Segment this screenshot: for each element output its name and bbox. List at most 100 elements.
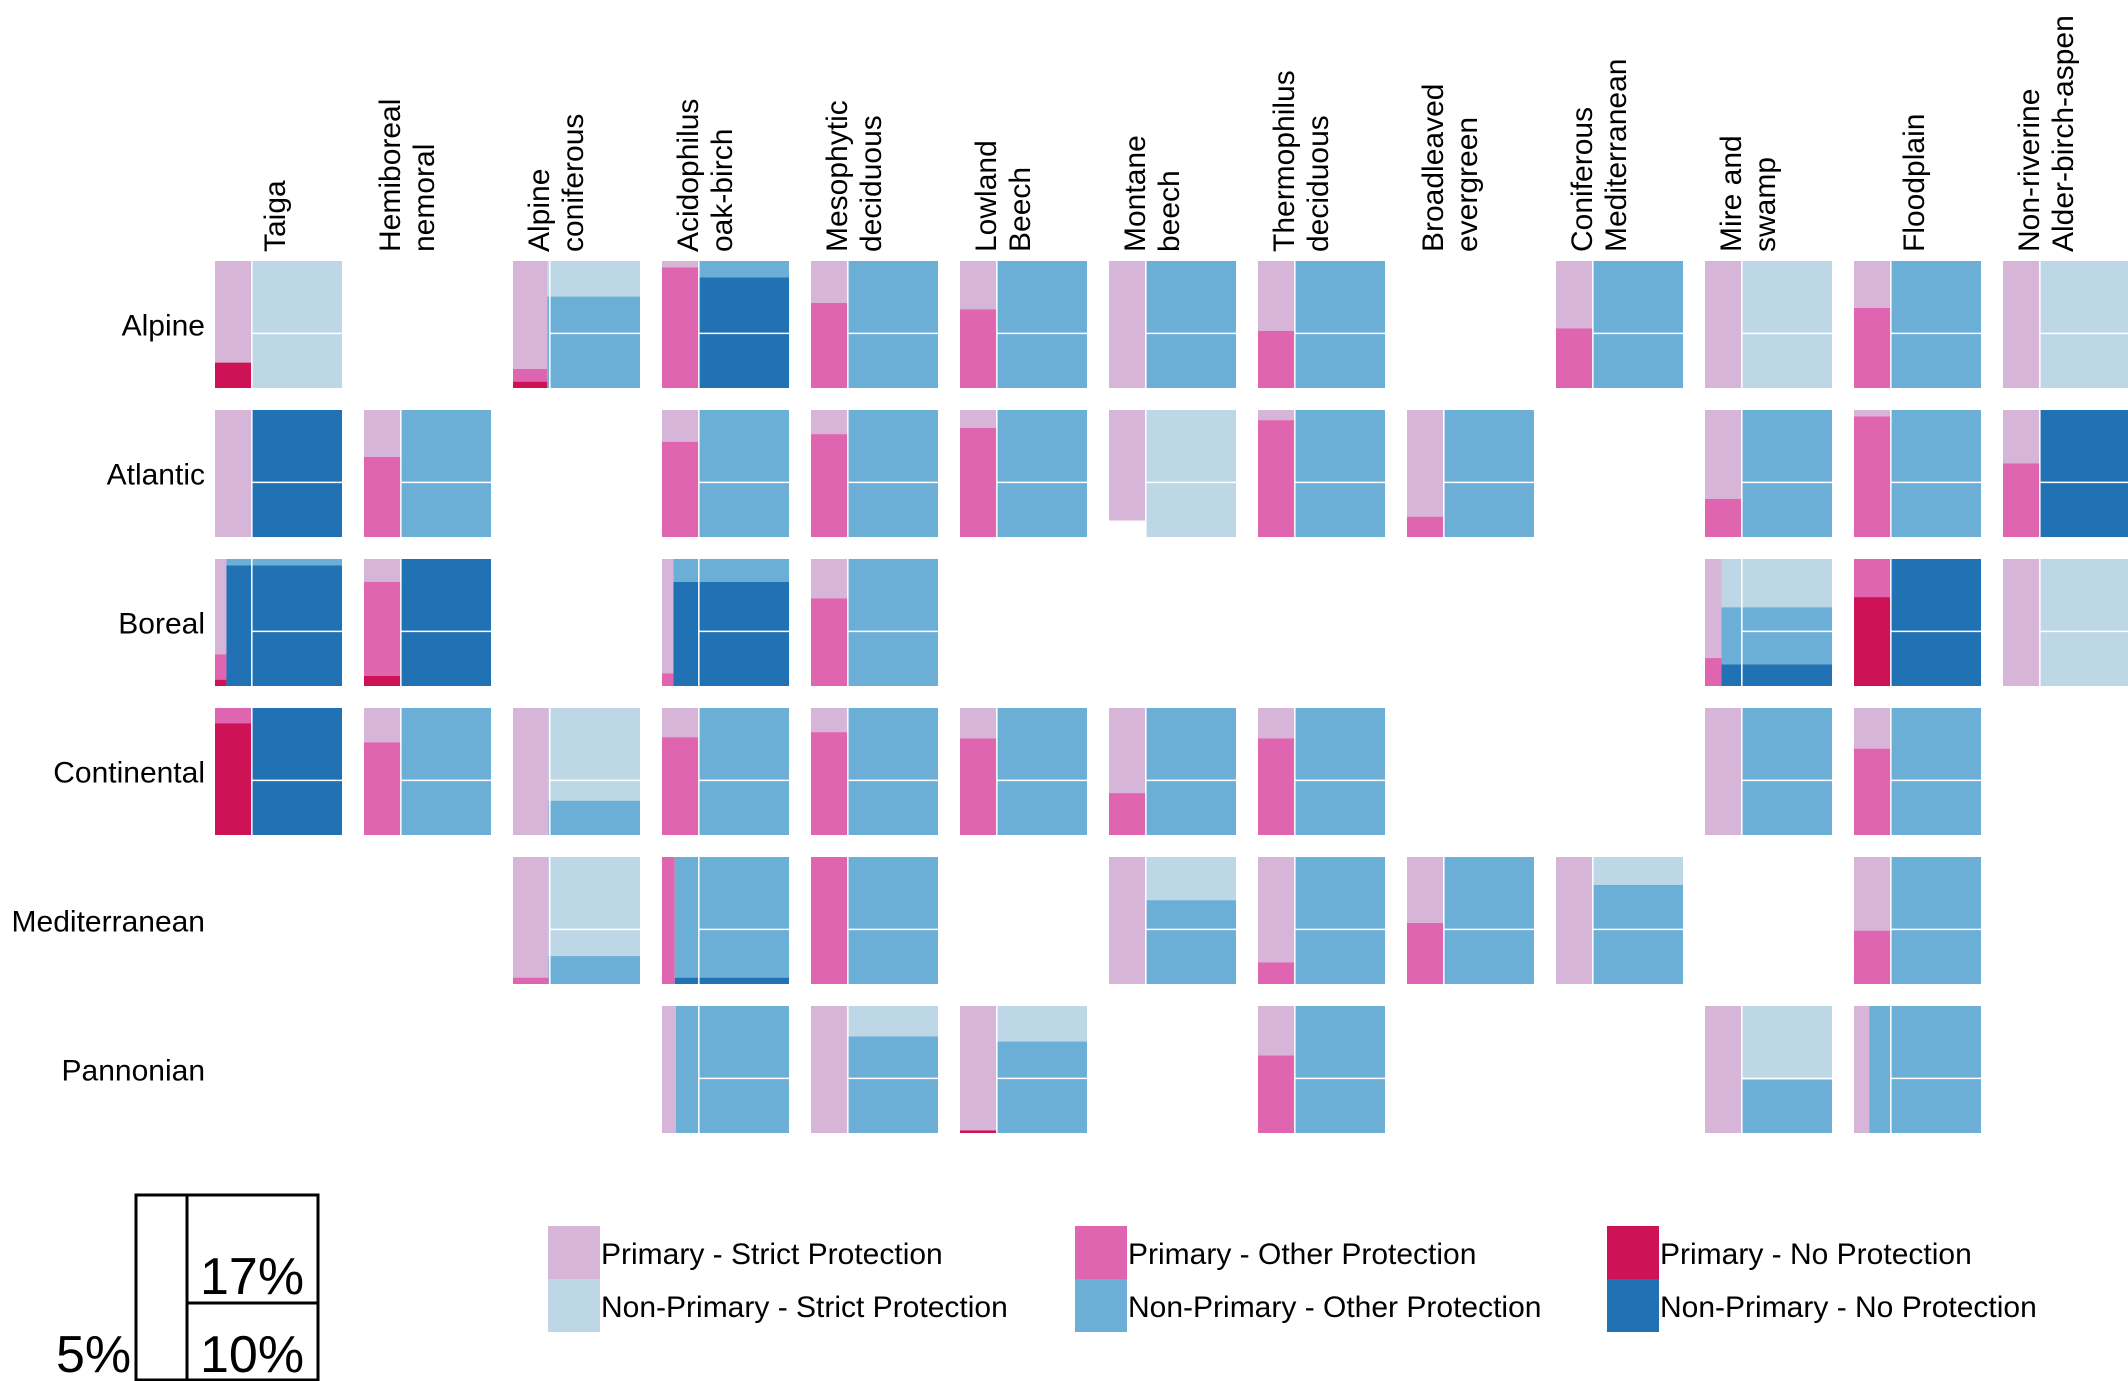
segment-po [811,857,848,984]
cell-pannonian-lowland-beech [960,1006,1087,1133]
cell-atlantic-montane-beech [1109,410,1236,537]
segment-ps [960,708,997,739]
cell-alpine-lowland-beech [960,261,1087,388]
segment-po [960,309,997,388]
segment-ps [1109,261,1146,388]
segment-no [1869,1006,1981,1133]
cell-alpine-mesophytic-deciduous [811,261,938,388]
segment-ns [847,1006,938,1037]
segment-no [400,708,491,835]
segment-no [996,410,1087,537]
legend-label-pn: Primary - No Protection [1660,1238,1972,1271]
cell-atlantic-floodplain [1854,410,1981,537]
segment-nn [400,559,491,686]
cell-mediterranean-acidophilus-oak-birch [662,857,789,984]
segment-ps [215,410,252,537]
segment-po [1556,328,1593,388]
segment-po [2003,463,2040,537]
segment-po [662,673,674,686]
segment-po [1854,307,1891,388]
column-label-lowland-beech: LowlandBeech [970,140,1037,252]
segment-ps [1854,708,1891,749]
scale-key-lower-label: 10% [200,1326,304,1381]
cell-alpine-alpine-coniferous [513,261,640,388]
segment-nn [1890,559,1981,686]
segment-ps [1705,559,1722,659]
cell-continental-floodplain [1854,708,1981,835]
segment-no [1443,857,1534,984]
segment-po [1258,330,1295,388]
segment-ps [811,1006,848,1133]
segment-no [1294,857,1385,984]
legend-swatch-po [1075,1226,1127,1279]
segment-po [364,456,401,537]
legend-label-no: Non-Primary - Other Protection [1128,1291,1541,1324]
row-label-alpine: Alpine [122,310,205,343]
legend-swatch-pn [1607,1226,1659,1279]
segment-ns [251,261,342,388]
segment-no [996,261,1087,388]
column-label-montane-beech: Montanebeech [1119,135,1186,252]
segment-ps [1109,410,1146,521]
legend-label-ns: Non-Primary - Strict Protection [601,1291,1008,1324]
segment-ps [2003,559,2040,686]
segment-ps [1258,857,1295,963]
segment-no [1145,900,1236,984]
segment-no [847,857,938,984]
column-label-taiga: Taiga [259,180,292,252]
row-labels: Alpine Atlantic Boreal Continental Mediterra… [12,310,205,1088]
segment-no [1294,261,1385,388]
segment-no [1592,261,1683,388]
segment-no [847,261,938,388]
segment-no [1443,410,1534,537]
segment-ps [1258,1006,1295,1056]
cell-mediterranean-alpine-coniferous [513,857,640,984]
segment-no [1294,1006,1385,1133]
segment-po [215,708,252,724]
cell-alpine-floodplain [1854,261,1981,388]
row-label-boreal: Boreal [118,608,205,641]
cell-boreal-hemiboreal-nemoral [364,559,491,686]
segment-po [811,302,848,388]
scale-key-left-label: 5% [56,1326,131,1381]
segment-ps [1258,261,1295,331]
segment-po [1854,930,1891,984]
column-label-mesophytic-deciduous: Mesophyticdeciduous [821,100,888,252]
cell-continental-lowland-beech [960,708,1087,835]
segment-ps [811,708,848,733]
segment-ps [1407,857,1444,924]
cell-mediterranean-floodplain [1854,857,1981,984]
legend: Primary - Strict Protection Primary - Oth… [548,1226,2037,1332]
segment-ns [2039,559,2128,686]
scale-key-upper-label: 17% [200,1248,304,1306]
segment-po [960,427,997,537]
segment-no [1294,410,1385,537]
segment-no [698,708,789,835]
segment-no [1145,708,1236,835]
cell-pannonian-thermophilus-deciduous [1258,1006,1385,1133]
cell-continental-mire-and-swamp [1705,708,1832,835]
segment-no [548,956,640,984]
segment-ps [1854,261,1891,308]
segment-no [673,559,789,582]
segment-ps [662,708,699,738]
segment-no [1890,261,1981,388]
segment-nn [673,581,789,686]
segment-no [1294,708,1385,835]
legend-swatch-ps [548,1226,600,1279]
column-label-floodplain: Floodplain [1898,114,1931,252]
segment-pn [364,675,401,686]
segment-ps [1705,410,1742,499]
segment-ns [2039,261,2128,388]
segment-ps [215,261,252,363]
segment-ps [364,559,401,582]
segment-ps [513,857,549,978]
segment-pn [215,723,252,835]
cell-mediterranean-montane-beech [1109,857,1236,984]
cell-atlantic-taiga [215,410,342,537]
legend-swatch-nn [1607,1279,1659,1332]
segment-po [960,738,997,835]
segment-no [400,410,491,537]
segment-ps [960,410,997,428]
segment-no [674,857,789,978]
